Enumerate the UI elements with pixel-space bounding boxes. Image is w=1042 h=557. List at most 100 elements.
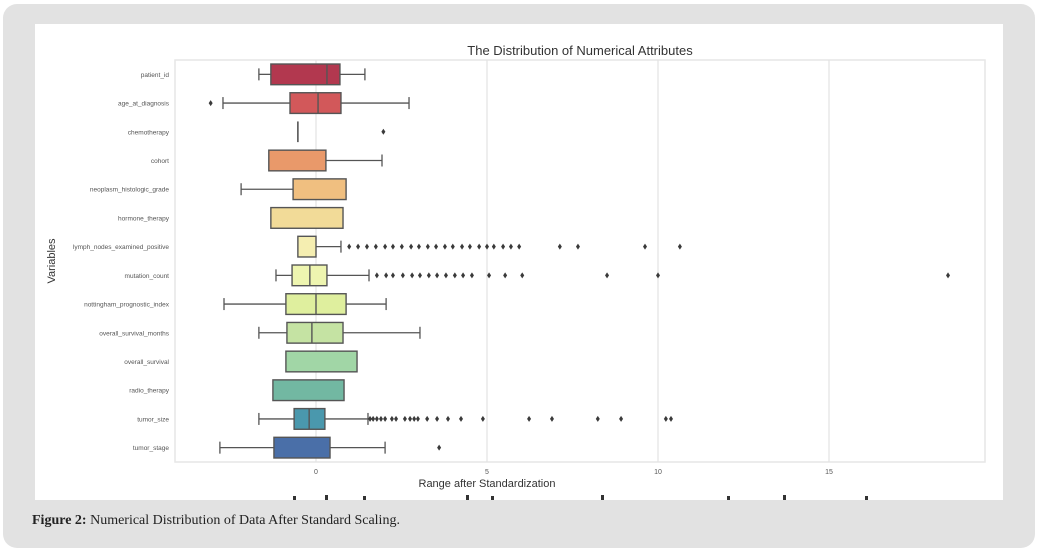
box-group-radio_therapy xyxy=(272,379,345,402)
outlier-point xyxy=(383,415,388,422)
outlier-point xyxy=(595,415,600,422)
outlier-point xyxy=(643,243,648,250)
y-tick-label: mutation_count xyxy=(125,273,170,280)
box xyxy=(297,235,317,258)
outlier-point xyxy=(549,415,554,422)
y-tick-label: tumor_size xyxy=(137,416,169,423)
box xyxy=(286,321,344,344)
outlier-point xyxy=(402,415,407,422)
y-tick-label: neoplasm_histologic_grade xyxy=(90,187,170,194)
outlier-point xyxy=(656,272,660,279)
y-tick-label: nottingham_prognostic_index xyxy=(84,302,170,309)
box-group-mutation_count xyxy=(275,264,951,287)
y-tick-label: tumor_stage xyxy=(133,445,170,452)
figure-caption-label: Figure 2: xyxy=(32,513,87,528)
outlier-point xyxy=(434,243,439,250)
outlier-point xyxy=(517,243,522,250)
outlier-point xyxy=(389,415,394,422)
y-tick-label: chemotherapy xyxy=(128,129,170,136)
x-tick-label: 10 xyxy=(654,469,662,476)
box-group-cohort xyxy=(268,149,383,172)
outlier-point xyxy=(442,243,447,250)
outlier-point xyxy=(452,272,457,279)
outlier-point xyxy=(435,415,440,422)
outlier-point xyxy=(575,243,580,250)
box-group-overall_survival xyxy=(285,350,358,373)
box-group-chemotherapy xyxy=(297,121,386,143)
outlier-point xyxy=(208,100,213,107)
box-group-tumor_size xyxy=(258,407,673,430)
outlier-point xyxy=(663,415,668,422)
box-group-tumor_stage xyxy=(219,436,442,459)
outlier-point xyxy=(416,243,421,250)
outlier-point xyxy=(668,415,673,422)
outlier-point xyxy=(527,415,532,422)
outlier-point xyxy=(417,272,422,279)
box xyxy=(289,92,342,115)
outlier-point xyxy=(374,415,379,422)
outlier-point xyxy=(605,272,610,279)
outlier-point xyxy=(412,415,417,422)
box xyxy=(285,350,358,373)
x-tick-label: 15 xyxy=(825,469,833,476)
box xyxy=(270,206,344,229)
box xyxy=(270,63,341,86)
box-group-nottingham_prognostic_index xyxy=(223,293,387,316)
y-axis-label: Variables xyxy=(46,238,58,284)
outlier-point xyxy=(459,415,464,422)
outlier-point xyxy=(390,243,395,250)
outlier-point xyxy=(364,243,369,250)
outlier-point xyxy=(487,272,492,279)
outlier-point xyxy=(520,272,525,279)
box-group-patient_id xyxy=(258,63,366,86)
x-axis-label: Range after Standardization xyxy=(419,478,556,490)
y-tick-label: lymph_nodes_examined_positive xyxy=(73,244,170,251)
outlier-point xyxy=(437,444,442,451)
outlier-point xyxy=(477,243,482,250)
clipped-text-fragment xyxy=(293,495,868,500)
outlier-point xyxy=(373,243,378,250)
outlier-point xyxy=(501,243,506,250)
y-tick-label: overall_survival xyxy=(124,359,169,366)
outlier-point xyxy=(399,243,404,250)
box-group-neoplasm_histologic_grade xyxy=(240,178,347,201)
outlier-point xyxy=(374,272,379,279)
outlier-point xyxy=(557,243,562,250)
outlier-point xyxy=(381,128,386,135)
y-tick-label: overall_survival_months xyxy=(99,330,169,337)
y-tick-label: hormone_therapy xyxy=(118,215,170,222)
outlier-point xyxy=(390,272,395,279)
box xyxy=(273,436,331,459)
outlier-point xyxy=(469,272,474,279)
outlier-point xyxy=(384,272,389,279)
outlier-point xyxy=(480,415,485,422)
outlier-point xyxy=(446,415,451,422)
y-tick-label: patient_id xyxy=(141,72,170,79)
chart-title: The Distribution of Numerical Attributes xyxy=(467,43,693,58)
y-tick-label: cohort xyxy=(151,158,169,165)
outlier-point xyxy=(368,415,373,422)
figure-image: patient_id age_at_diagnosis chemotherapy co… xyxy=(35,24,1003,500)
plot-frame xyxy=(174,59,986,463)
outlier-point xyxy=(426,272,431,279)
outlier-point xyxy=(425,243,430,250)
figure-caption: Figure 2: Numerical Distribution of Data… xyxy=(32,513,400,529)
outlier-point xyxy=(410,272,415,279)
outlier-point xyxy=(461,272,466,279)
y-tick-label: age_at_diagnosis xyxy=(118,101,170,108)
outlier-point xyxy=(450,243,455,250)
outlier-point xyxy=(491,243,496,250)
outlier-point xyxy=(435,272,440,279)
outlier-point xyxy=(425,415,430,422)
x-tick-label: 5 xyxy=(485,469,489,476)
outlier-point xyxy=(508,243,513,250)
box-group-hormone_therapy xyxy=(270,206,344,229)
outlier-point xyxy=(460,243,465,250)
outlier-point xyxy=(619,415,624,422)
boxplot-chart: patient_id age_at_diagnosis chemotherapy co… xyxy=(46,43,986,500)
box-group-overall_survival_months xyxy=(258,321,421,344)
figure-caption-text: Numerical Distribution of Data After Sta… xyxy=(86,513,400,528)
outlier-point xyxy=(408,415,413,422)
outlier-point xyxy=(485,243,489,250)
box xyxy=(272,379,345,402)
